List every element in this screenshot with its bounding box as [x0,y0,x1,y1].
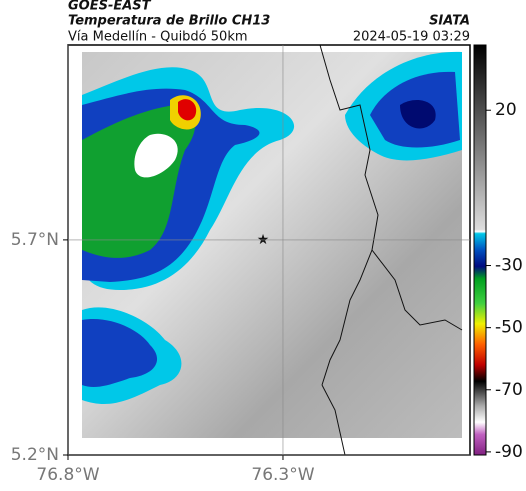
colorbar-label: -90 [495,442,523,462]
satellite: GOES-EAST [68,0,152,14]
timestamp: 2024-05-19 03:29 [353,30,470,45]
y-tick-label: 5.2°N [11,445,59,465]
y-tick-label: 5.7°N [11,230,59,250]
colorbar-label: -30 [495,256,523,276]
x-tick-label: 76.8°W [36,465,99,485]
colorbar-label: -50 [495,318,523,338]
source: SIATA [429,14,470,29]
colorbar [473,44,487,456]
x-tick-label: 76.3°W [251,465,314,485]
subtitle: Vía Medellín - Quibdó 50km [68,30,248,45]
imagery: ★ [82,44,463,456]
title: Temperatura de Brillo CH13 [68,14,270,29]
colorbar-label: 20 [495,100,517,120]
colorbar-label: -70 [495,380,523,400]
